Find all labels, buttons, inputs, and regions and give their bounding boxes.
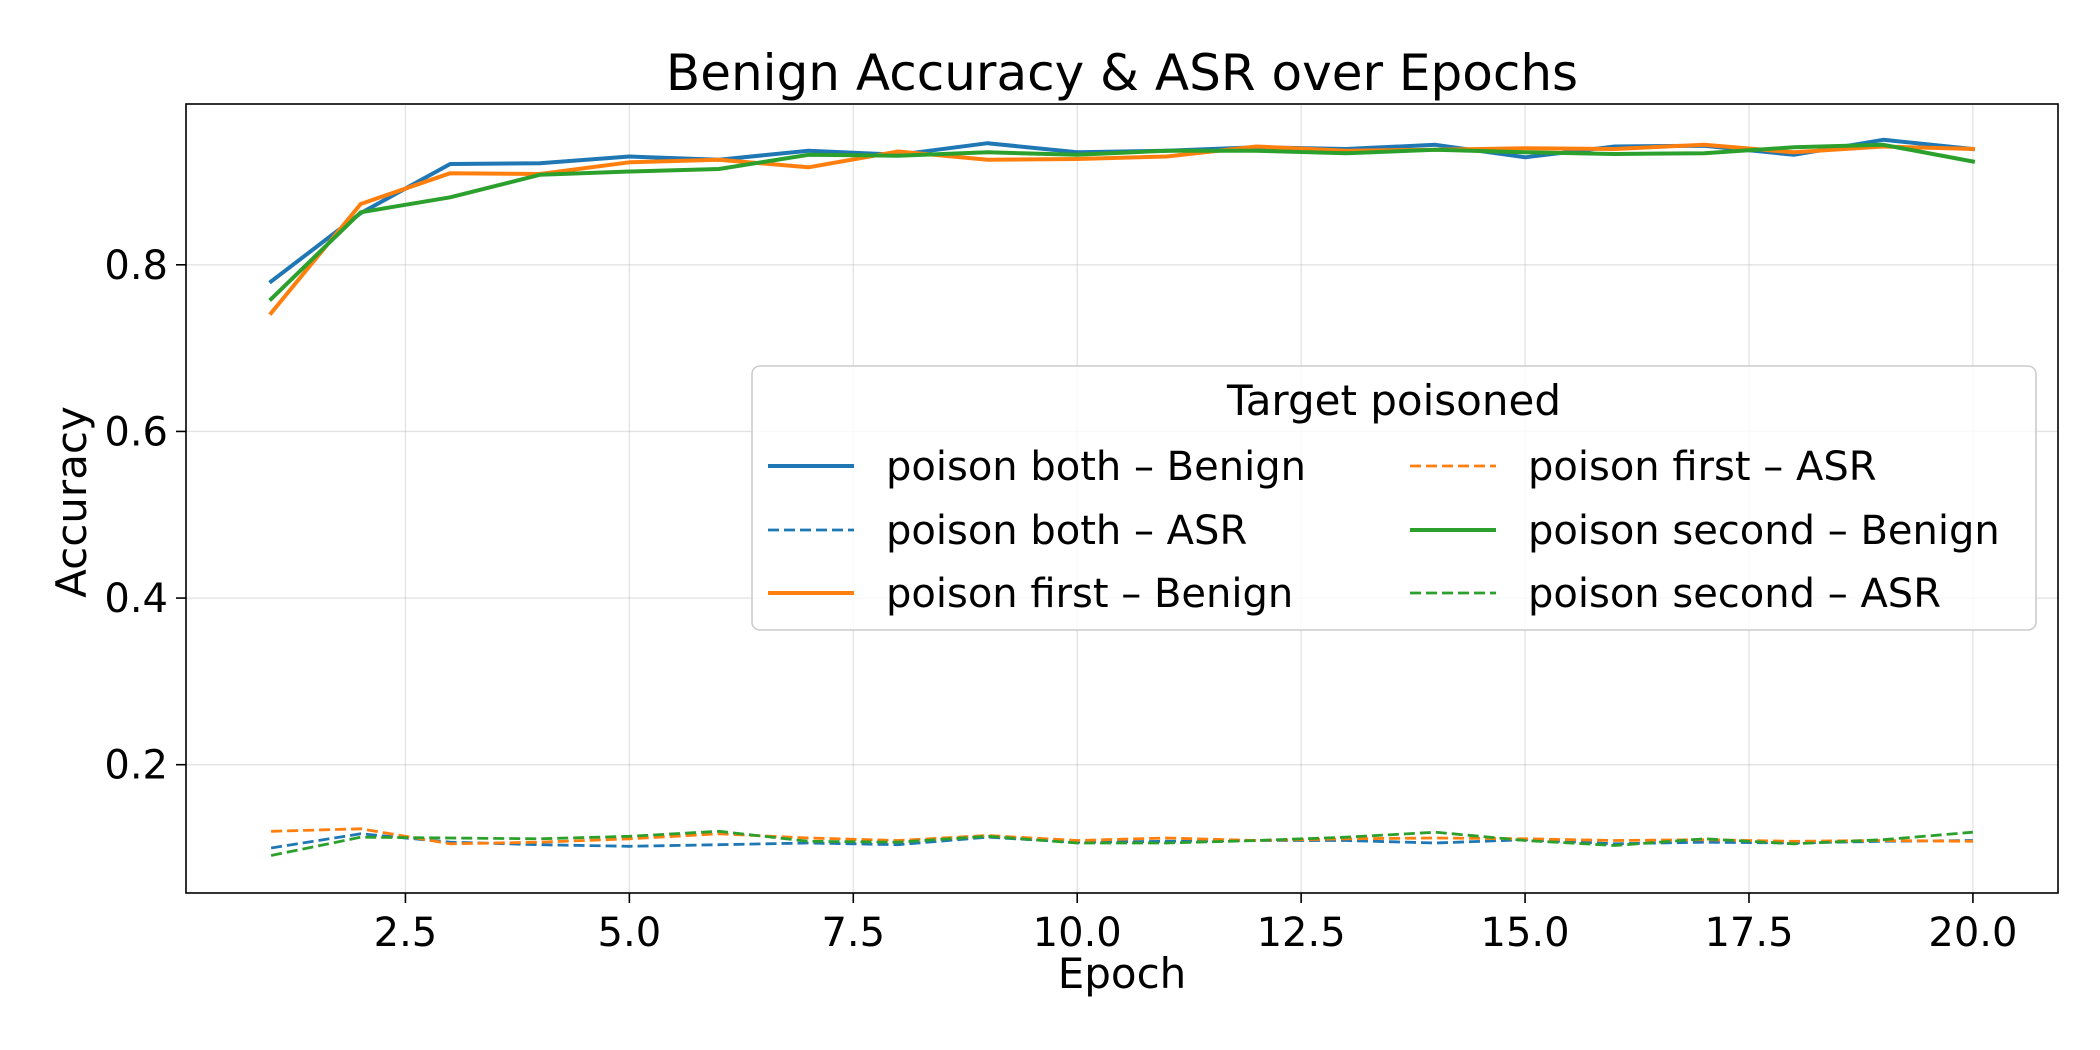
x-tick-label: 7.5 [821,910,885,956]
x-tick-label: 17.5 [1704,910,1793,956]
y-axis-label: Accuracy [47,406,96,598]
legend-label: poison second – ASR [1528,571,1941,617]
x-tick-label: 2.5 [374,910,438,956]
plot-frame [185,103,2059,894]
x-axis-ticks: 2.5 5.0 7.5 10.0 12.5 15.0 17.5 20.0 [374,893,2017,956]
x-tick-label: 20.0 [1928,910,2017,956]
series-line-6 [270,829,1974,857]
legend-label: poison both – Benign [886,444,1306,490]
series-line-5 [268,142,1976,302]
legend-item: poison second – Benign [1410,508,2000,554]
y-tick-label: 0.8 [104,243,168,289]
legend-item: poison first – Benign [768,571,1293,617]
legend-box [751,365,2037,631]
legend-item: poison first – ASR [1410,444,1877,490]
series-line-1 [268,137,1976,285]
legend-item: poison both – ASR [768,508,1247,554]
series-line-3 [268,142,1975,316]
x-axis-label: Epoch [1058,949,1187,998]
x-tick-label: 5.0 [598,910,662,956]
series-line-4 [271,827,1973,846]
y-axis-ticks: 0.2 0.4 0.6 0.8 [104,243,186,789]
chart-title: Benign Accuracy & ASR over Epochs [666,44,1578,102]
legend-label: poison second – Benign [1528,508,2000,554]
legend-label: poison first – Benign [886,571,1293,617]
legend-label: poison both – ASR [886,508,1247,554]
legend: Target poisoned poison both – Benignpois… [751,365,2037,631]
legend-item: poison both – Benign [768,444,1306,490]
series-lines [268,137,1976,857]
x-tick-label: 12.5 [1257,910,1346,956]
legend-label: poison first – ASR [1528,444,1877,490]
y-tick-label: 0.4 [104,576,168,622]
y-tick-label: 0.2 [104,743,168,789]
y-tick-label: 0.6 [104,409,168,455]
x-tick-label: 10.0 [1033,910,1122,956]
x-tick-label: 15.0 [1481,910,1570,956]
legend-entries: poison both – Benign poison both – ASR poi… [768,444,2000,617]
legend-item: poison second – ASR [1410,571,1941,617]
legend-title: Target poisoned [1226,376,1561,425]
